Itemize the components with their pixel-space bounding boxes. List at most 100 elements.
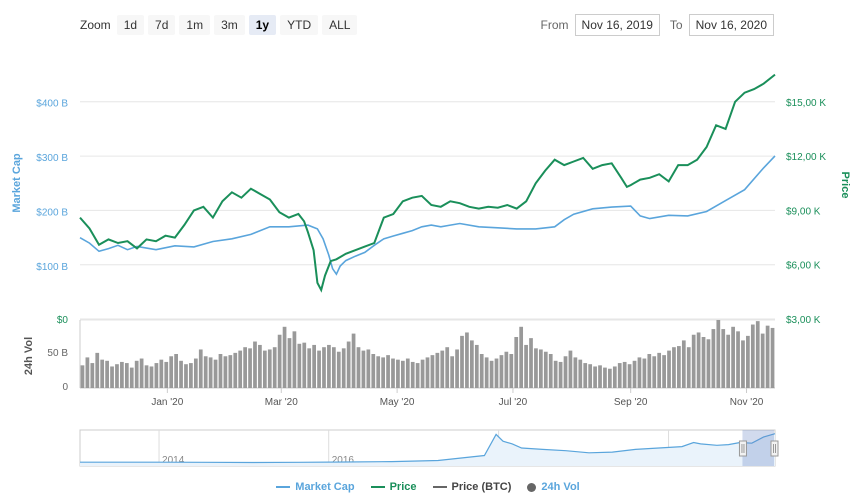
legend-item-market-cap[interactable]: Market Cap <box>276 481 355 493</box>
volume-bar <box>164 361 169 388</box>
volume-bar <box>509 354 514 388</box>
volume-bar <box>617 363 622 388</box>
legend-label-volume: 24h Vol <box>541 481 580 493</box>
volume-bar <box>356 347 361 388</box>
volume-bar <box>267 349 272 388</box>
zoom-button-7d[interactable]: 7d <box>148 15 176 35</box>
volume-bar <box>331 347 336 388</box>
left-axis-tick-label: $400 B <box>36 99 68 110</box>
navigator-handle-right[interactable] <box>770 440 779 457</box>
volume-bar <box>149 366 154 388</box>
volume-bar <box>134 360 139 388</box>
volume-bar <box>198 349 203 388</box>
volume-bar <box>415 363 420 388</box>
volume-axis-title: 24h Vol <box>23 337 35 375</box>
legend-symbol-market-cap <box>276 486 291 488</box>
legend-item-price[interactable]: Price <box>370 481 417 493</box>
legend-item-volume[interactable]: 24h Vol <box>527 481 580 493</box>
zoom-button-1y[interactable]: 1y <box>248 15 277 35</box>
volume-bar <box>711 329 716 388</box>
volume-bar <box>277 334 282 388</box>
volume-bar <box>223 356 228 388</box>
left-axis-tick-label: $200 B <box>36 208 68 219</box>
navigator-area <box>80 433 775 466</box>
x-axis-tick-label: Nov '20 <box>730 397 764 408</box>
volume-bar <box>381 357 386 388</box>
volume-bar <box>272 347 277 388</box>
volume-bar <box>479 354 484 388</box>
volume-bar <box>292 331 297 388</box>
x-axis-tick-label: Jul '20 <box>499 397 528 408</box>
volume-bar <box>770 327 775 388</box>
volume-bar <box>622 361 627 388</box>
volume-bar <box>558 361 563 388</box>
volume-bar <box>662 355 666 388</box>
volume-bar <box>499 355 504 388</box>
volume-bar <box>637 357 642 388</box>
volume-bar <box>534 348 538 388</box>
volume-bar <box>386 355 390 388</box>
volume-bar <box>154 363 159 388</box>
volume-bar <box>553 360 558 388</box>
zoom-button-3m[interactable]: 3m <box>214 15 245 35</box>
volume-bar <box>632 360 637 388</box>
volume-bar <box>238 350 243 388</box>
volume-bar <box>529 338 533 388</box>
from-label: From <box>540 18 569 32</box>
zoom-button-all[interactable]: ALL <box>322 15 358 35</box>
volume-bar <box>262 350 267 388</box>
volume-bar <box>129 367 134 388</box>
volume-bar <box>706 339 711 388</box>
zoom-button-ytd[interactable]: YTD <box>280 15 319 35</box>
volume-bar <box>736 331 740 388</box>
volume-bar <box>440 350 445 388</box>
right-axis-title: Price <box>839 172 851 199</box>
volume-bar <box>376 356 381 388</box>
volume-bar <box>524 344 528 388</box>
from-date-input[interactable]: Nov 16, 2019 <box>574 14 660 36</box>
navigator-handle-left[interactable] <box>738 440 747 457</box>
volume-bar <box>124 363 129 388</box>
zoom-button-1d[interactable]: 1d <box>116 15 145 35</box>
volume-bar <box>484 357 489 388</box>
volume-bar <box>667 350 671 388</box>
volume-bar <box>469 340 474 388</box>
volume-bar <box>543 351 548 388</box>
volume-bar <box>336 351 341 388</box>
volume-axis-tick-label: 0 <box>62 382 68 393</box>
right-axis-tick-label: $12,00 K <box>786 152 826 163</box>
volume-bar <box>361 350 366 388</box>
volume-bar <box>248 348 252 388</box>
to-date-input[interactable]: Nov 16, 2020 <box>688 14 774 36</box>
volume-bar <box>80 365 85 388</box>
volume-bar <box>603 367 607 388</box>
volume-bar <box>179 360 183 388</box>
x-axis-tick-label: Sep '20 <box>614 397 648 408</box>
right-axis-tick-label: $6,00 K <box>786 261 821 272</box>
legend-symbol-price-btc <box>432 486 447 488</box>
legend-label-price-btc: Price (BTC) <box>451 481 512 493</box>
volume-bar <box>539 349 543 388</box>
volume-bar <box>218 354 223 388</box>
volume-bar <box>721 329 726 388</box>
volume-bar <box>450 356 455 388</box>
volume-bar <box>95 352 100 388</box>
volume-bar <box>317 350 321 388</box>
volume-bar <box>366 349 371 388</box>
volume-bar <box>627 364 632 388</box>
volume-bar <box>203 356 208 388</box>
volume-bar <box>642 358 647 388</box>
volume-bar <box>282 326 287 388</box>
market-cap-line <box>79 155 776 276</box>
volume-bar <box>371 354 376 388</box>
navigator-line <box>80 433 776 464</box>
x-axis-tick-label: May '20 <box>380 397 415 408</box>
volume-bar <box>672 347 676 388</box>
volume-bar <box>750 324 755 388</box>
left-axis-title: Market Cap <box>11 153 23 213</box>
zoom-button-1m[interactable]: 1m <box>179 15 211 35</box>
right-axis-tick-label: $9,00 K <box>786 206 821 217</box>
legend-item-price-btc[interactable]: Price (BTC) <box>432 481 512 493</box>
volume-bar <box>85 357 90 388</box>
volume-bar <box>746 335 750 388</box>
